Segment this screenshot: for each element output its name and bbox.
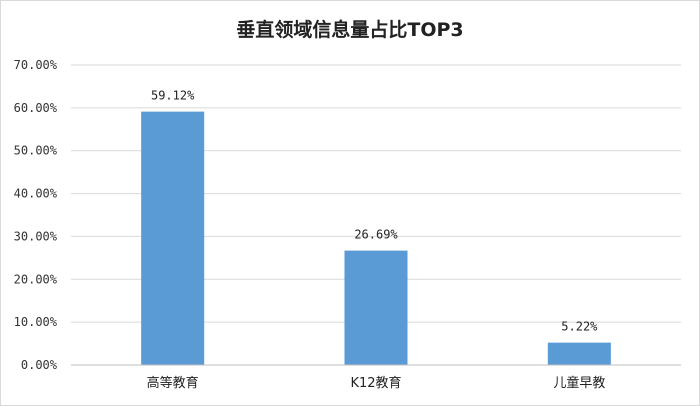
x-axis-categories: 高等教育 K12教育 儿童早教 [147, 375, 606, 391]
data-labels: 59.12% 26.69% 5.22% [151, 89, 598, 334]
bar [547, 342, 611, 365]
y-tick-label: 40.00% [14, 187, 58, 201]
bar [141, 111, 205, 365]
y-tick-label: 30.00% [14, 229, 58, 243]
data-label: 5.22% [561, 320, 598, 334]
category-label: 儿童早教 [553, 375, 605, 391]
y-tick-label: 0.00% [21, 358, 58, 372]
bars [141, 111, 611, 365]
y-axis-ticks: 0.00% 10.00% 20.00% 30.00% 40.00% 50.00% 60.00… [14, 58, 58, 372]
y-tick-label: 60.00% [14, 101, 58, 115]
category-label: 高等教育 [147, 375, 199, 391]
chart-title: 垂直领域信息量占比TOP3 [236, 19, 464, 41]
y-tick-label: 50.00% [14, 144, 58, 158]
y-tick-label: 20.00% [14, 272, 58, 286]
y-tick-label: 10.00% [14, 315, 58, 329]
category-label: K12教育 [350, 375, 401, 391]
data-label: 59.12% [151, 89, 195, 103]
data-label: 26.69% [354, 228, 398, 242]
y-tick-label: 70.00% [14, 58, 58, 72]
bar [344, 250, 408, 365]
